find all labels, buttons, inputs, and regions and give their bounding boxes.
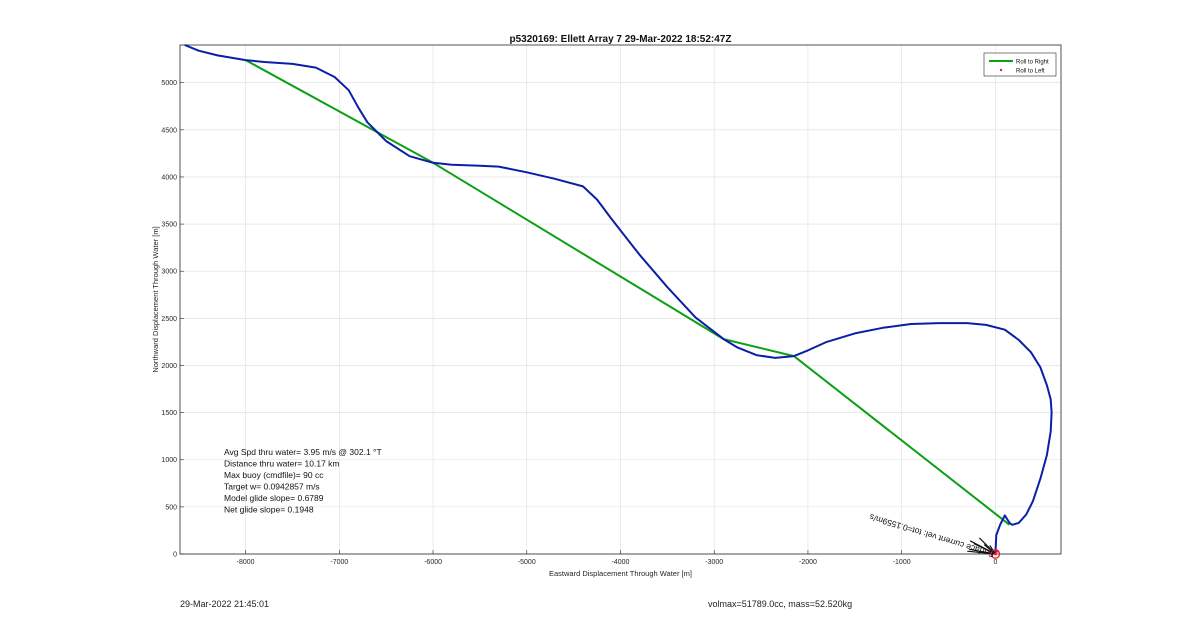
axis-ticks: -8000 -7000 -6000 -5000 -4000 -3000 -2000 -1000… [161, 80, 997, 566]
y-tick-label: 3000 [161, 269, 177, 276]
legend-label-roll-right: Roll to Right [1016, 60, 1049, 66]
annotation-model-glide: Model glide slope= 0.6789 [224, 493, 324, 503]
y-tick-label: 4000 [161, 174, 177, 181]
x-tick-label: -3000 [705, 559, 723, 566]
current-vectors [967, 537, 1001, 559]
y-tick-label: 5000 [161, 80, 177, 87]
y-tick-label: 1500 [161, 410, 177, 417]
legend-label-roll-left: Roll to Left [1016, 69, 1045, 75]
series-layer [184, 44, 1053, 555]
roll-left-marker [993, 552, 997, 556]
annotation-distance: Distance thru water= 10.17 km [224, 459, 340, 469]
y-tick-label: 500 [165, 504, 177, 511]
current-vector-line [983, 544, 996, 555]
stats-annotations: Avg Spd thru water= 3.95 m/s @ 302.1 °T … [224, 447, 382, 515]
footer-summary: volmax=51789.0cc, mass=52.520kg [708, 599, 853, 609]
chart-title: p5320169: Ellett Array 7 29-Mar-2022 18:… [510, 34, 732, 45]
x-tick-label: -6000 [424, 559, 442, 566]
start-point-marker [990, 549, 1001, 559]
annotation-avg-speed: Avg Spd thru water= 3.95 m/s @ 302.1 °T [224, 447, 382, 457]
x-tick-label: -8000 [237, 559, 255, 566]
y-tick-label: 1000 [161, 457, 177, 464]
footer-timestamp: 29-Mar-2022 21:45:01 [180, 599, 270, 609]
x-tick-label: -7000 [330, 559, 348, 566]
x-axis-label: Eastward Displacement Through Water [m] [549, 569, 692, 578]
y-tick-label: 3500 [161, 222, 177, 229]
annotation-max-buoy: Max buoy (cmdfile)= 90 cc [224, 470, 324, 480]
y-tick-label: 2000 [161, 363, 177, 370]
y-axis-label: Northward Displacement Through Water [m] [151, 226, 160, 372]
x-tick-label: -4000 [612, 559, 630, 566]
series-glider-track [184, 44, 1053, 555]
x-tick-label: 0 [993, 559, 997, 566]
y-tick-label: 0 [173, 552, 177, 559]
legend: Roll to Right Roll to Left [983, 52, 1057, 77]
y-tick-label: 4500 [161, 127, 177, 134]
current-vector-line [989, 545, 996, 555]
y-tick-label: 2500 [161, 316, 177, 323]
annotation-net-glide: Net glide slope= 0.1948 [224, 505, 314, 515]
x-tick-label: -2000 [799, 559, 817, 566]
x-tick-label: -5000 [518, 559, 536, 566]
legend-swatch-roll-left [999, 68, 1003, 72]
annotation-target-w: Target w= 0.0942857 m/s [224, 482, 320, 492]
x-tick-label: -1000 [893, 559, 911, 566]
